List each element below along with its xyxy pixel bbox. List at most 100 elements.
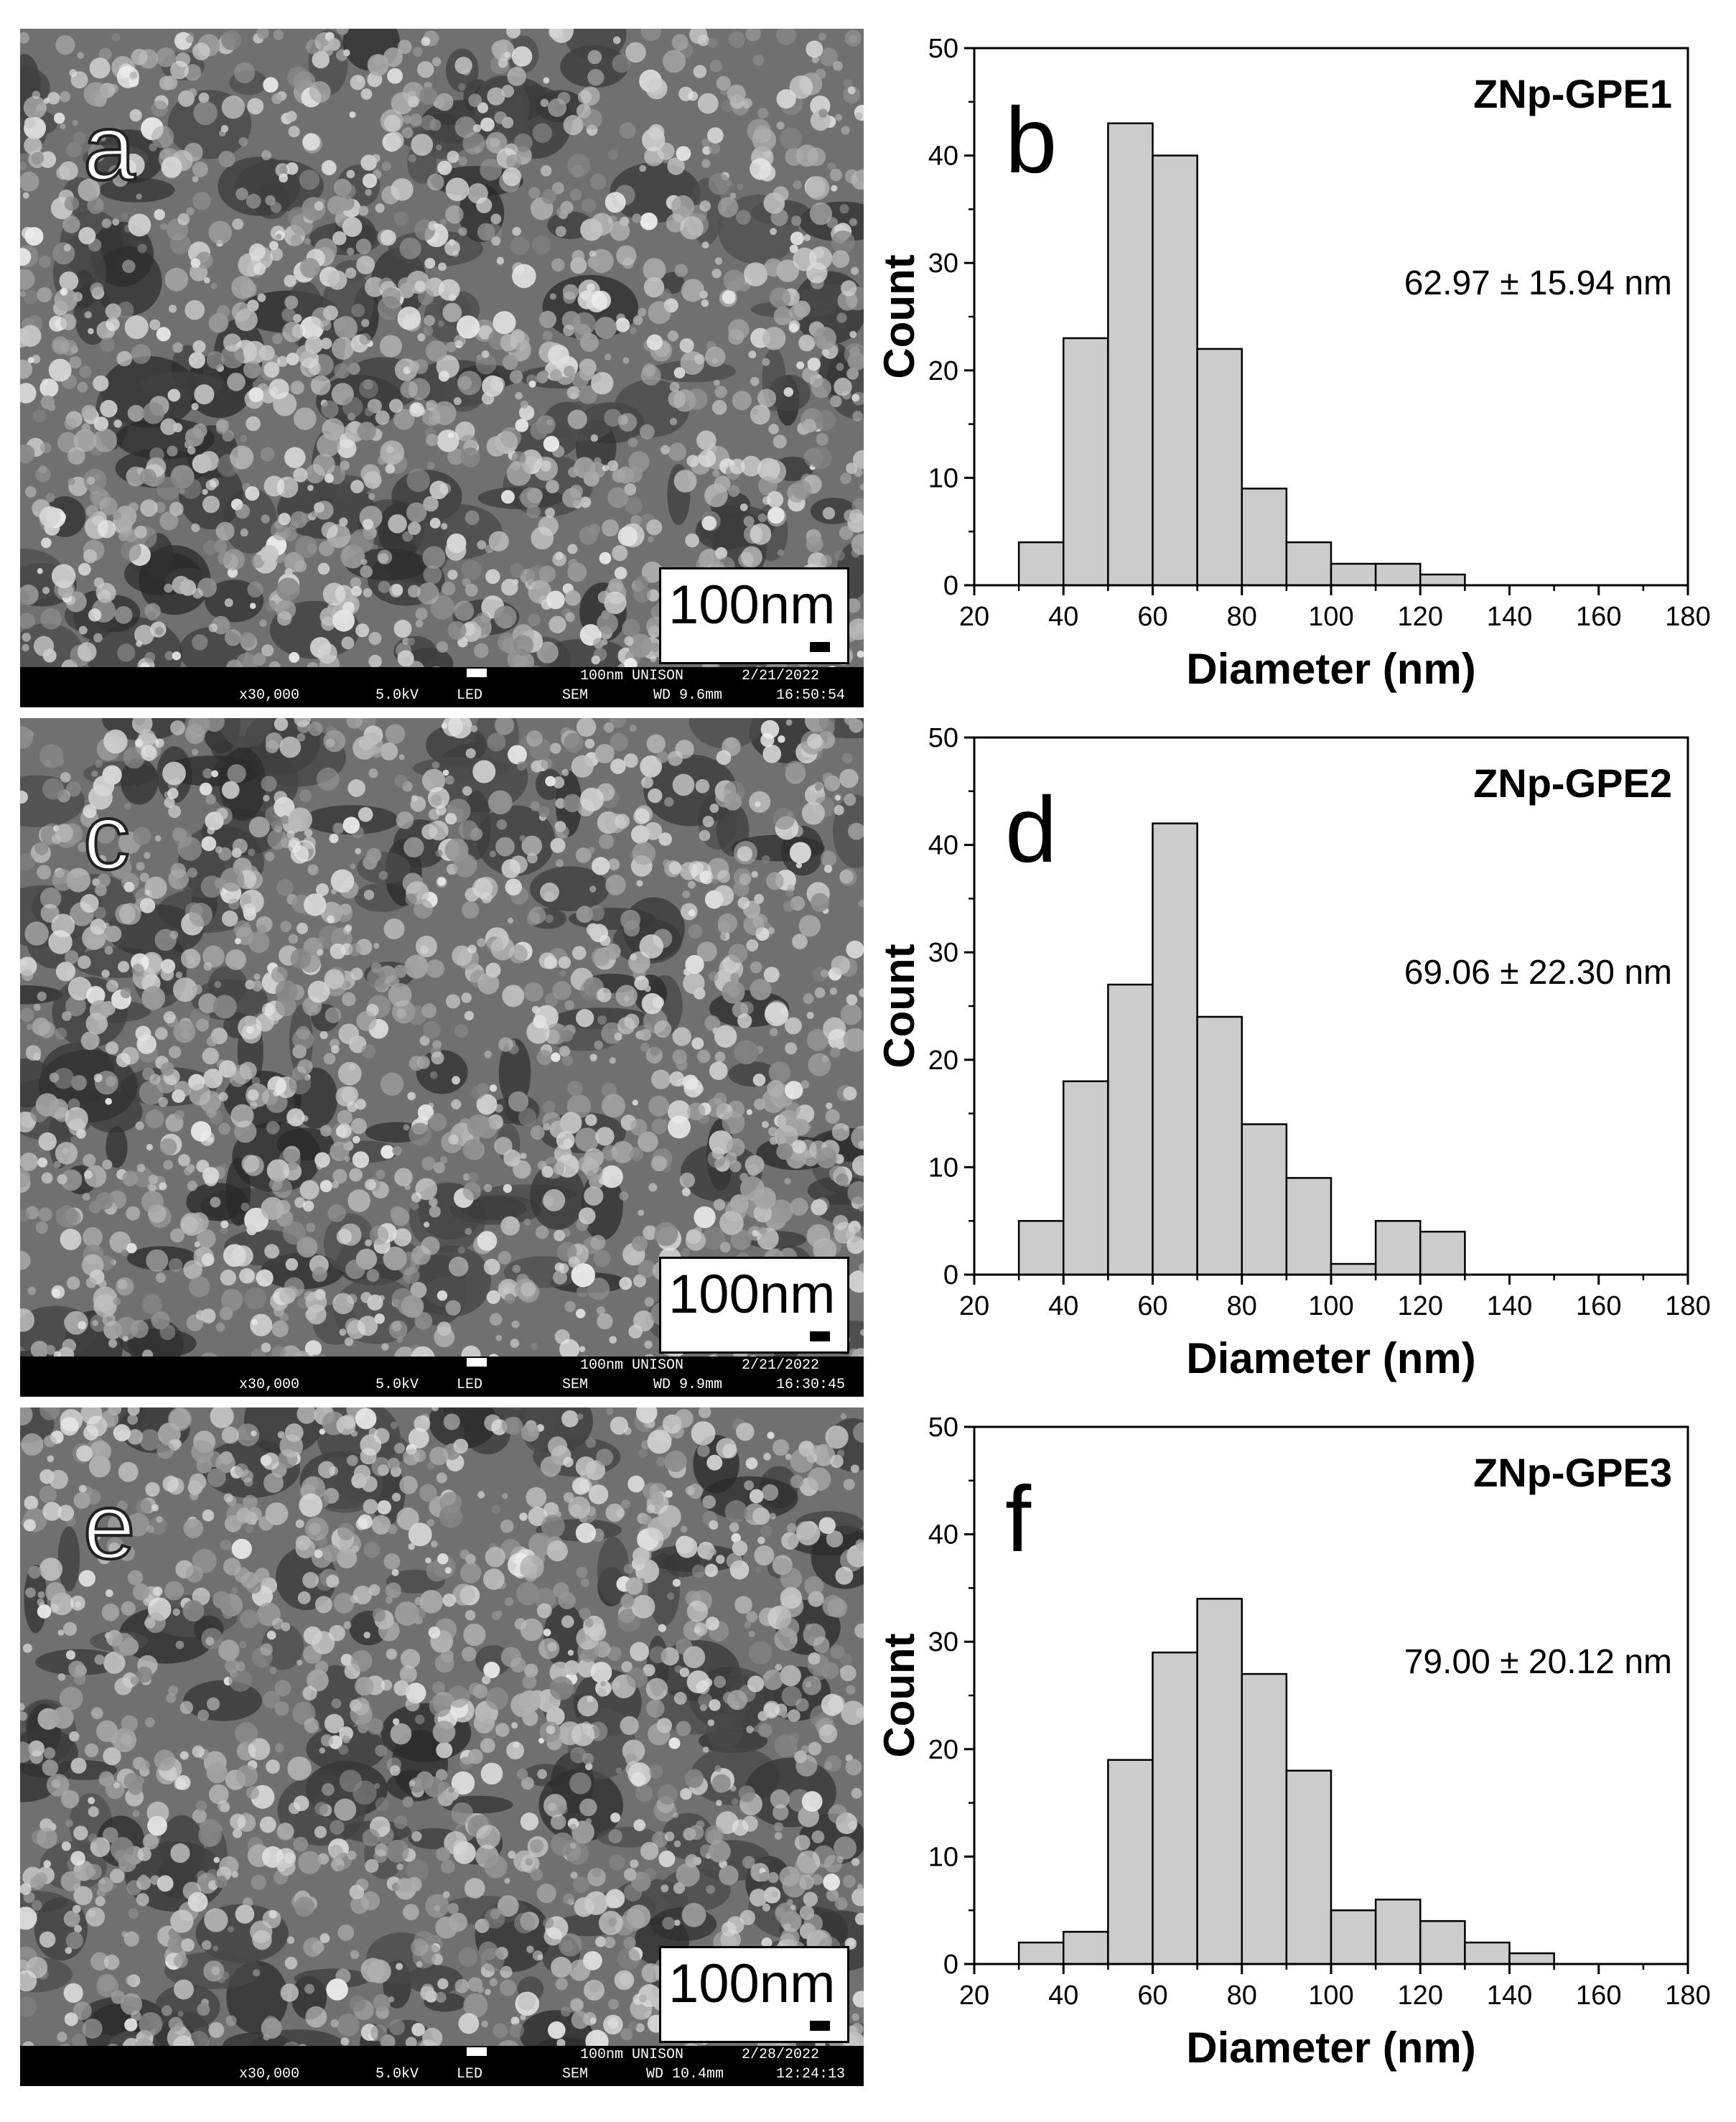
info-detector: LED (457, 2066, 483, 2083)
sem-image-a: a 100nm 100nm UNISON 2/21/2022 x30,000 5… (20, 29, 864, 707)
y-tick-label: 10 (928, 1153, 958, 1183)
x-tick-label: 100 (1308, 1981, 1353, 2011)
histogram-b: 20 40 60 80 100 120 140 160 180 0 10 20 30 40 50 Diamet… (875, 34, 1711, 693)
histogram-bar (1017, 1219, 1065, 1276)
mean-annotation: 79.00 ± 20.12 nm (1404, 1643, 1672, 1681)
x-tick-label: 180 (1665, 1291, 1710, 1321)
histogram-bar (1330, 1262, 1377, 1276)
y-tick-label: 20 (928, 1046, 958, 1076)
scale-label: 100nm (668, 1264, 836, 1325)
histogram-bar (1419, 1230, 1466, 1276)
info-time: 16:30:45 (776, 1377, 846, 1393)
info-date: 2/21/2022 (742, 1357, 820, 1374)
x-tick-label: 140 (1487, 602, 1532, 632)
x-tick-label: 20 (959, 1291, 989, 1321)
info-mode: SEM (562, 2066, 589, 2083)
scale-label: 100nm (668, 574, 836, 636)
info-scale: 100nm UNISON (580, 2047, 684, 2063)
y-tick-label: 30 (928, 248, 958, 279)
y-tick-label: 20 (928, 356, 958, 386)
info-scale-mark (467, 1358, 487, 1367)
info-scale-mark (467, 669, 487, 677)
y-tick-label: 10 (928, 1842, 958, 1872)
y-tick-label: 50 (928, 1413, 958, 1443)
histogram-bar (1374, 1219, 1422, 1276)
x-tick-label: 120 (1398, 1981, 1443, 2011)
x-tick-label: 180 (1665, 602, 1710, 632)
sem-image-c: c 100nm 100nm UNISON 2/21/2022 x30,000 5… (20, 718, 864, 1397)
scale-label-box: 100nm (659, 1257, 849, 1354)
y-tick-label: 20 (928, 1735, 958, 1765)
histogram-bar (1330, 1909, 1377, 1965)
x-tick-label: 100 (1308, 1291, 1353, 1321)
y-tick-label: 50 (928, 34, 958, 64)
histogram-bar (1107, 983, 1154, 1276)
x-tick-label: 20 (959, 1981, 989, 2011)
x-tick-label: 180 (1665, 1981, 1710, 2011)
info-detector: LED (457, 1377, 483, 1393)
histogram-bar (1285, 1769, 1333, 1965)
scale-bar (810, 1331, 830, 1341)
info-wd: WD 9.6mm (653, 687, 723, 704)
x-tick-label: 100 (1308, 602, 1353, 632)
histogram-bar (1374, 562, 1422, 587)
panel-letter-a: a (82, 95, 136, 200)
histogram-bar (1241, 1123, 1288, 1276)
histogram-bar (1374, 1898, 1422, 1965)
x-tick-label: 120 (1398, 1291, 1443, 1321)
x-axis-label: Diameter (nm) (1186, 1334, 1475, 1382)
histogram-bar (1196, 1015, 1243, 1276)
histogram-bar (1285, 541, 1333, 587)
panel-letter: d (1005, 777, 1057, 882)
panel-letter-e: e (82, 1474, 136, 1578)
panel-letter: f (1005, 1466, 1032, 1571)
x-tick-label: 160 (1576, 1291, 1621, 1321)
histogram-bar (1152, 1651, 1198, 1965)
histogram-bar (1152, 154, 1198, 587)
y-tick-label: 0 (943, 571, 958, 601)
sem-texture-a (20, 29, 864, 707)
info-voltage: 5.0kV (375, 1377, 419, 1393)
info-mode: SEM (562, 687, 589, 704)
histogram-bar (1508, 1952, 1555, 1965)
info-magnification: x30,000 (239, 687, 300, 704)
info-wd: WD 9.9mm (653, 1377, 723, 1393)
chart-title: ZNp-GPE2 (1473, 760, 1672, 806)
mean-annotation: 62.97 ± 15.94 nm (1404, 264, 1672, 302)
histogram-bar (1063, 1930, 1109, 1965)
info-magnification: x30,000 (239, 1377, 300, 1393)
histogram-bar (1063, 337, 1109, 587)
info-date: 2/28/2022 (742, 2047, 820, 2063)
x-tick-label: 120 (1398, 602, 1443, 632)
y-tick-label: 0 (943, 1260, 958, 1290)
sem-info-bar: 100nm UNISON 2/21/2022 x30,000 5.0kV LED… (20, 667, 864, 707)
x-tick-label: 40 (1048, 1981, 1078, 2011)
x-tick-label: 140 (1487, 1981, 1532, 2011)
x-tick-label: 80 (1227, 602, 1257, 632)
x-tick-label: 20 (959, 602, 989, 632)
x-tick-label: 80 (1227, 1291, 1257, 1321)
histogram-bar (1196, 348, 1243, 587)
x-tick-label: 160 (1576, 602, 1621, 632)
info-scale: 100nm UNISON (580, 668, 684, 684)
info-wd: WD 10.4mm (646, 2066, 724, 2083)
panel-letter-c: c (82, 784, 131, 889)
y-tick-label: 50 (928, 723, 958, 753)
info-detector: LED (457, 687, 483, 704)
histogram-bar (1196, 1598, 1243, 1965)
scale-label-box: 100nm (659, 567, 849, 664)
histogram-bar (1241, 488, 1288, 587)
x-tick-label: 140 (1487, 1291, 1532, 1321)
scale-bar (810, 642, 830, 652)
histogram-bar (1464, 1941, 1511, 1965)
scale-label-box: 100nm (659, 1946, 849, 2043)
y-tick-label: 0 (943, 1950, 958, 1980)
y-tick-label: 30 (928, 938, 958, 968)
info-date: 2/21/2022 (742, 668, 820, 684)
chart-title: ZNp-GPE1 (1473, 71, 1672, 116)
histogram-bar (1063, 1080, 1109, 1276)
info-mode: SEM (562, 1377, 589, 1393)
x-tick-label: 40 (1048, 1291, 1078, 1321)
x-tick-label: 60 (1137, 1981, 1167, 2011)
y-tick-label: 40 (928, 141, 958, 172)
